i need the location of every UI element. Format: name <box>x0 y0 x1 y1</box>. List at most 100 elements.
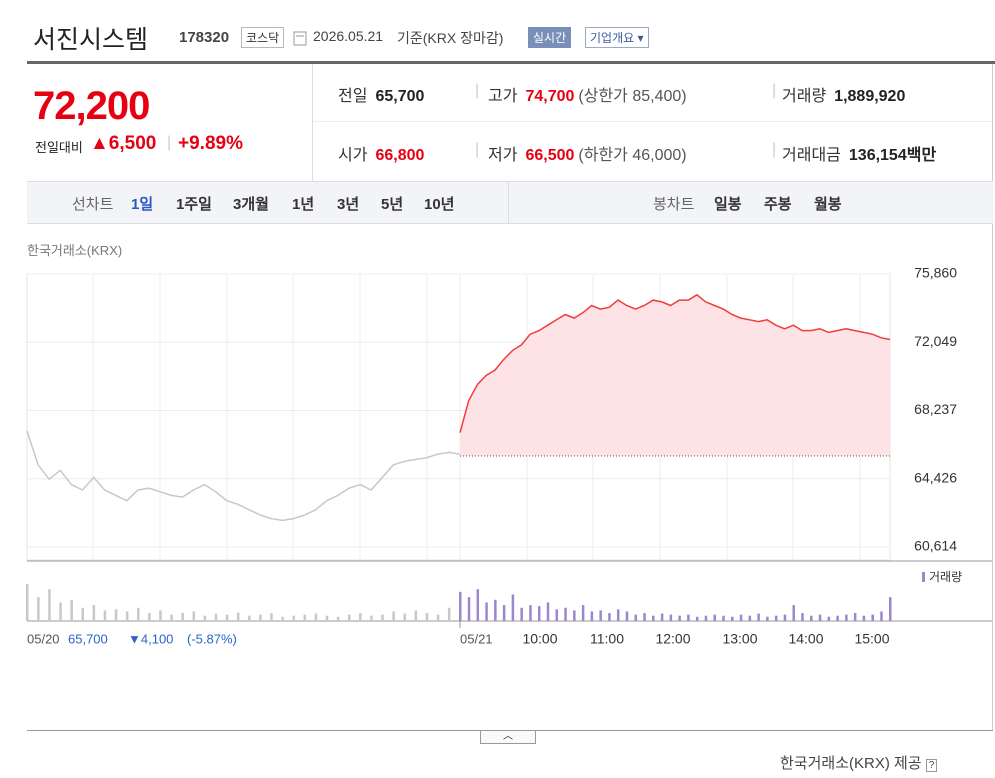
tab[interactable]: 1일 <box>131 196 154 213</box>
stat-note: (상한가 85,400) <box>578 88 687 105</box>
x-tick-label: 15:00 <box>854 631 889 647</box>
volume-bar <box>625 611 629 621</box>
volume-bar <box>792 605 795 621</box>
calendar-icon <box>293 31 307 46</box>
volume-bar <box>203 615 207 621</box>
stat-label: 저가 <box>488 147 518 164</box>
volume-bar <box>783 614 787 621</box>
prev-close: 65,700 <box>68 631 108 646</box>
x-tick-label: 13:00 <box>722 631 757 647</box>
change-label: 전일대비 <box>35 140 83 155</box>
market-badge: 코스닥 <box>241 27 285 48</box>
volume-bar <box>704 615 708 621</box>
stat-label: 거래대금 <box>782 147 841 164</box>
volume-bar <box>555 609 559 621</box>
stock-code: 178320 <box>179 29 230 46</box>
tab[interactable]: 10년 <box>424 196 455 213</box>
divider <box>508 182 509 223</box>
volume-bar <box>871 614 874 621</box>
volume-bar <box>392 611 395 621</box>
x-tick-label: 12:00 <box>655 631 690 647</box>
volume-bar <box>757 613 760 621</box>
volume-bar <box>880 611 883 621</box>
chart: 75,860 72,049 68,237 64,426 60,614 거래량 05/20 05… <box>26 265 992 647</box>
volume-bar <box>225 614 229 621</box>
stat: 거래량 1,889,920 <box>782 82 905 106</box>
stat-value: 1,889,920 <box>834 88 906 105</box>
stat-note: (하한가 46,000) <box>578 147 687 164</box>
separator: | <box>772 82 777 99</box>
tab[interactable]: 1주일 <box>176 196 212 213</box>
volume-bar <box>599 610 602 621</box>
realtime-button[interactable]: 실시간 <box>528 27 572 48</box>
volume-bar <box>170 614 173 621</box>
bottom-border <box>27 730 993 731</box>
volume-bar <box>845 614 848 621</box>
prev-change-pct: (-5.87%) <box>187 631 237 646</box>
volume-bar <box>827 616 831 621</box>
volume-bar <box>616 609 620 621</box>
volume-bar <box>853 613 857 621</box>
tab[interactable]: 월봉 <box>814 196 842 213</box>
volume-bar <box>546 602 550 621</box>
volume-legend: 거래량 <box>929 570 962 584</box>
volume-bar <box>281 616 284 621</box>
company-info-button[interactable]: 기업개요 ▾ <box>585 27 649 48</box>
tab[interactable]: 3개월 <box>233 196 269 213</box>
company-info-label: 기업개요 <box>590 31 635 45</box>
separator: | <box>475 82 480 99</box>
volume-bar <box>447 607 451 621</box>
tab-label: 선차트 <box>72 196 114 213</box>
volume-bar <box>92 605 96 621</box>
volume-bar <box>634 614 638 621</box>
area <box>460 294 890 456</box>
help-icon[interactable]: ? <box>925 759 938 772</box>
volume-bar <box>713 614 716 621</box>
volume-bar <box>381 614 384 621</box>
separator: | <box>475 141 480 158</box>
footer-text: 한국거래소(KRX) 제공 <box>780 755 922 772</box>
volume-bar <box>26 583 29 621</box>
volume-bar <box>643 613 646 621</box>
y-tick-label: 72,049 <box>914 333 957 349</box>
volume-bar <box>687 614 690 621</box>
tab[interactable]: 3년 <box>337 196 360 213</box>
change: ▲6,500 <box>90 133 157 154</box>
volume-bar <box>48 589 51 621</box>
collapse-button[interactable]: ︿ <box>480 731 536 744</box>
y-tick-label: 60,614 <box>914 538 957 554</box>
volume-bar <box>590 611 594 621</box>
volume-bar <box>573 610 576 621</box>
stat-label: 거래량 <box>782 88 827 105</box>
price-line <box>459 293 891 433</box>
volume-bar <box>564 607 567 621</box>
volume-bar <box>159 610 162 621</box>
volume-bar <box>181 613 184 621</box>
volume-bar <box>678 615 681 621</box>
volume-bar <box>669 614 673 621</box>
volume-bar <box>137 607 140 621</box>
volume-bar <box>862 615 866 621</box>
top-border <box>27 61 995 64</box>
change-pct: +9.89% <box>178 133 243 154</box>
volume-legend-swatch <box>922 572 925 582</box>
stat-unit: 백만 <box>906 147 937 164</box>
x-tick-label: 05/20 <box>27 631 60 646</box>
tab[interactable]: 주봉 <box>764 196 792 213</box>
stat-value: 136,154 <box>848 147 907 164</box>
tab[interactable]: 5년 <box>381 196 404 213</box>
tab[interactable]: 1년 <box>292 196 315 213</box>
volume-bar <box>214 613 218 621</box>
volume-bar <box>359 613 362 621</box>
tab-label: 봉차트 <box>653 196 695 213</box>
volume-bar <box>485 602 488 621</box>
volume-bar <box>608 613 611 621</box>
stat: 시가 66,800 <box>338 141 424 165</box>
price: 72,200 <box>33 84 150 128</box>
tab-bar <box>27 181 993 224</box>
volume-bar <box>722 615 725 621</box>
right-border <box>992 64 993 730</box>
stat-value: 66,800 <box>375 147 425 164</box>
tab[interactable]: 일봉 <box>714 196 742 213</box>
